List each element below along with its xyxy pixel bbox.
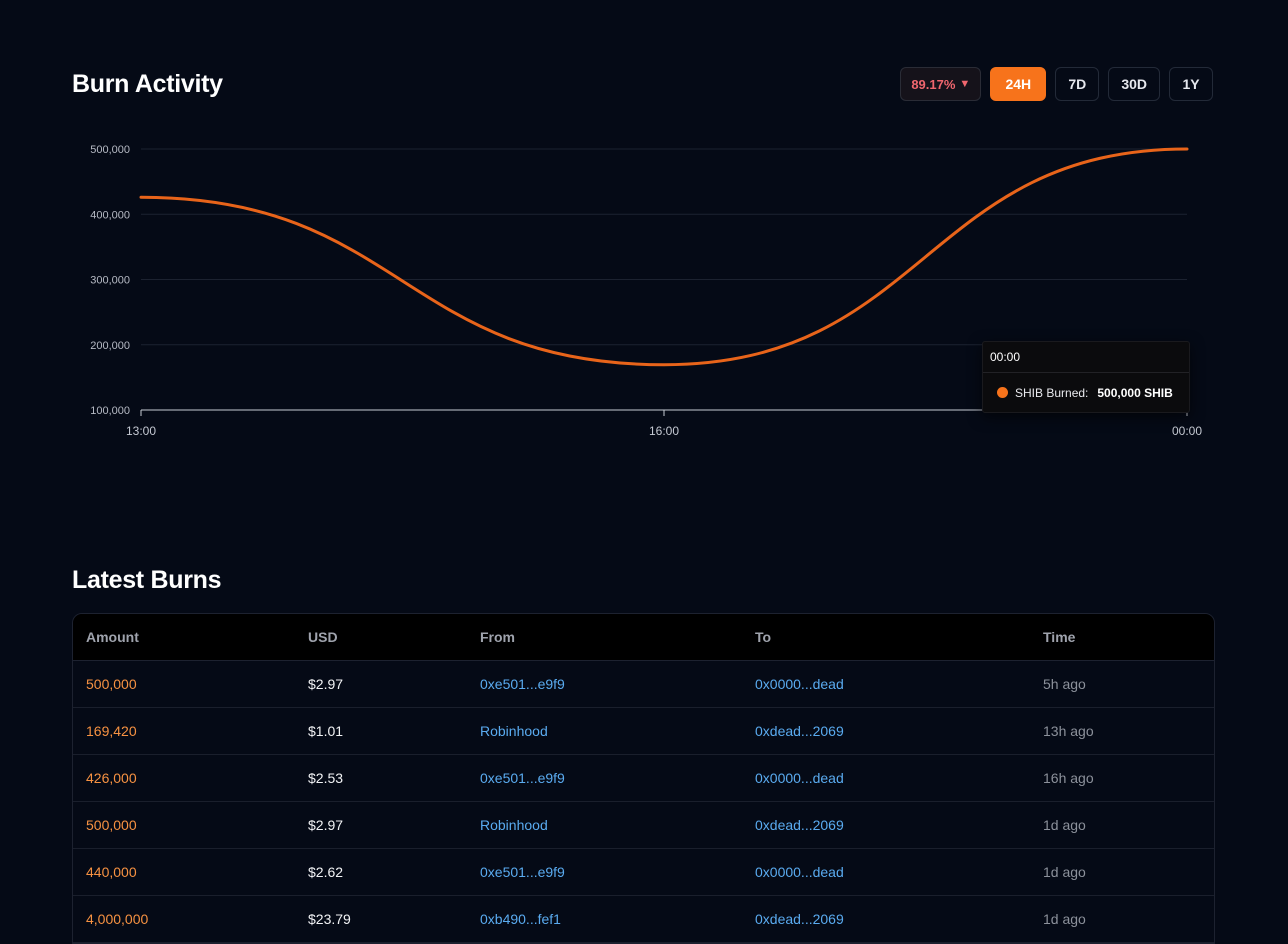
- time-cell: 1d ago: [1043, 864, 1086, 880]
- series-layer: [141, 149, 1187, 365]
- to-address-link[interactable]: 0xdead...2069: [755, 817, 844, 833]
- to-address-link[interactable]: 0xdead...2069: [755, 723, 844, 739]
- usd-cell: $2.97: [308, 817, 343, 833]
- x-tick-label: 13:00: [126, 424, 156, 438]
- chart-tooltip: 00:00 SHIB Burned: 500,000 SHIB: [982, 341, 1190, 413]
- tooltip-time: 00:00: [983, 342, 1189, 373]
- table-row: 426,000 $2.53 0xe501...e9f9 0x0000...dead 16…: [73, 755, 1214, 802]
- from-address-link[interactable]: Robinhood: [480, 817, 548, 833]
- change-badge: 89.17% ▼: [900, 67, 981, 101]
- usd-cell: $2.53: [308, 770, 343, 786]
- to-address-link[interactable]: 0x0000...dead: [755, 676, 844, 692]
- amount-cell: 500,000: [86, 676, 137, 692]
- amount-cell: 440,000: [86, 864, 137, 880]
- column-header-from: From: [480, 629, 515, 645]
- table-body: 500,000 $2.97 0xe501...e9f9 0x0000...dead 5h…: [73, 661, 1214, 943]
- x-tick-label: 00:00: [1172, 424, 1202, 438]
- to-address-link[interactable]: 0x0000...dead: [755, 770, 844, 786]
- table-row: 440,000 $2.62 0xe501...e9f9 0x0000...dead 1d…: [73, 849, 1214, 896]
- range-7d-button[interactable]: 7D: [1055, 67, 1099, 101]
- table-row: 4,000,000 $23.79 0xb490...fef1 0xdead...206…: [73, 896, 1214, 943]
- latest-burns-title: Latest Burns: [72, 566, 221, 595]
- from-address-link[interactable]: 0xe501...e9f9: [480, 770, 565, 786]
- y-tick-label: 500,000: [90, 144, 130, 156]
- time-cell: 1d ago: [1043, 911, 1086, 927]
- range-controls: 89.17% ▼ 24H 7D 30D 1Y: [900, 67, 1213, 101]
- range-24h-button[interactable]: 24H: [990, 67, 1046, 101]
- usd-cell: $23.79: [308, 911, 351, 927]
- amount-cell: 500,000: [86, 817, 137, 833]
- x-tick-label: 16:00: [649, 424, 679, 438]
- amount-cell: 169,420: [86, 723, 137, 739]
- burn-activity-title: Burn Activity: [72, 70, 223, 99]
- column-header-time: Time: [1043, 629, 1075, 645]
- triangle-down-icon: ▼: [959, 78, 970, 90]
- amount-cell: 4,000,000: [86, 911, 148, 927]
- grid-lines: [141, 149, 1187, 345]
- tooltip-row: SHIB Burned: 500,000 SHIB: [983, 373, 1189, 412]
- column-header-amount: Amount: [86, 629, 139, 645]
- series-dot-icon: [997, 387, 1008, 398]
- amount-cell: 426,000: [86, 770, 137, 786]
- from-address-link[interactable]: 0xe501...e9f9: [480, 864, 565, 880]
- table-row: 500,000 $2.97 0xe501...e9f9 0x0000...dead 5h…: [73, 661, 1214, 708]
- usd-cell: $2.62: [308, 864, 343, 880]
- time-cell: 1d ago: [1043, 817, 1086, 833]
- table-row: 169,420 $1.01 Robinhood 0xdead...2069 13h ag…: [73, 708, 1214, 755]
- y-tick-label: 100,000: [90, 405, 130, 417]
- to-address-link[interactable]: 0xdead...2069: [755, 911, 844, 927]
- y-tick-label: 200,000: [90, 340, 130, 352]
- tooltip-label: SHIB Burned:: [1015, 386, 1088, 400]
- series-line: [141, 149, 1187, 365]
- y-tick-label: 300,000: [90, 275, 130, 287]
- time-cell: 13h ago: [1043, 723, 1094, 739]
- range-30d-button[interactable]: 30D: [1108, 67, 1160, 101]
- table-header: Amount USD From To Time: [73, 614, 1214, 661]
- usd-cell: $1.01: [308, 723, 343, 739]
- from-address-link[interactable]: Robinhood: [480, 723, 548, 739]
- from-address-link[interactable]: 0xb490...fef1: [480, 911, 561, 927]
- latest-burns-table: Amount USD From To Time 500,000 $2.97 0xe5…: [72, 613, 1215, 944]
- usd-cell: $2.97: [308, 676, 343, 692]
- to-address-link[interactable]: 0x0000...dead: [755, 864, 844, 880]
- column-header-to: To: [755, 629, 771, 645]
- x-axis: 13:00 16:00 00:00: [126, 410, 1202, 438]
- time-cell: 16h ago: [1043, 770, 1094, 786]
- range-1y-button[interactable]: 1Y: [1169, 67, 1213, 101]
- change-value: 89.17%: [911, 77, 955, 92]
- table-row: 500,000 $2.97 Robinhood 0xdead...2069 1d ago: [73, 802, 1214, 849]
- column-header-usd: USD: [308, 629, 338, 645]
- y-axis-ticks: 100,000 200,000 300,000 400,000 500,000: [90, 144, 130, 417]
- tooltip-value: 500,000 SHIB: [1097, 386, 1172, 400]
- from-address-link[interactable]: 0xe501...e9f9: [480, 676, 565, 692]
- time-cell: 5h ago: [1043, 676, 1086, 692]
- y-tick-label: 400,000: [90, 209, 130, 221]
